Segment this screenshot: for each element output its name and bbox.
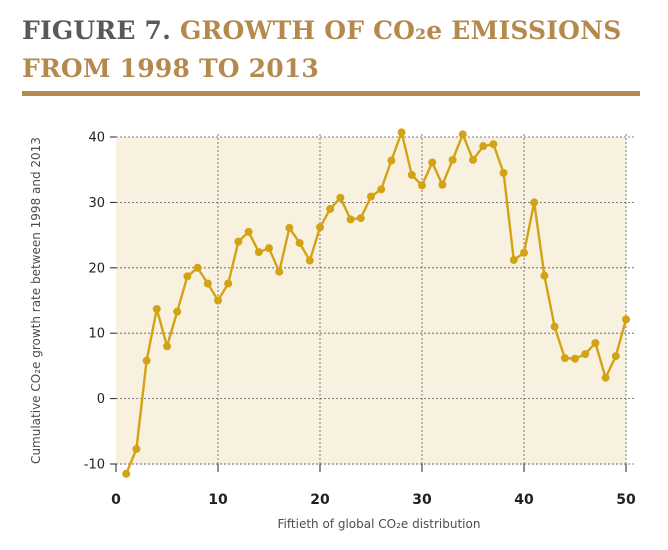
data-point	[530, 198, 539, 207]
data-point	[367, 192, 375, 201]
x-tick-label: 10	[208, 492, 228, 508]
x-tick-label: 50	[616, 492, 636, 508]
y-axis-title: Cumulative CO₂e growth rate between 1998…	[29, 137, 43, 464]
data-point	[571, 354, 579, 363]
data-point	[244, 227, 253, 236]
data-point	[509, 255, 518, 264]
data-point	[489, 140, 498, 149]
data-point	[448, 155, 457, 164]
data-point	[428, 158, 437, 167]
data-point	[601, 373, 610, 382]
data-point	[254, 248, 263, 257]
data-point	[397, 128, 406, 137]
data-point	[336, 193, 345, 202]
data-point	[316, 223, 324, 232]
data-point	[295, 238, 304, 247]
data-point	[305, 256, 314, 265]
data-point	[591, 339, 600, 348]
data-point	[224, 279, 233, 288]
x-tick-label: 0	[111, 492, 121, 508]
x-axis-title: Fiftieth of global CO₂e distribution	[278, 517, 481, 531]
y-tick-label: 20	[88, 261, 105, 276]
data-point	[265, 244, 273, 253]
data-point	[326, 204, 335, 213]
data-point	[203, 279, 212, 288]
data-point	[499, 168, 508, 177]
x-tick-label: 40	[514, 492, 534, 508]
data-point	[622, 315, 630, 324]
data-point	[346, 215, 355, 224]
data-point	[469, 155, 477, 164]
data-points	[122, 128, 630, 478]
data-point	[377, 185, 386, 194]
data-point	[550, 322, 559, 331]
data-point	[387, 156, 396, 165]
x-tick-label: 20	[310, 492, 330, 508]
data-point	[479, 142, 488, 151]
data-point	[285, 223, 294, 232]
figure-title-text: GROWTH OF CO₂e EMISSIONS FROM 1998 TO 20…	[22, 16, 622, 83]
data-point	[560, 354, 569, 363]
y-tick-label: 30	[88, 196, 105, 211]
data-point	[152, 305, 161, 314]
data-point	[275, 267, 284, 276]
axis-ticks: -10 0 10 20 30 40 0 10 20 30 40 50	[84, 131, 636, 509]
y-tick-label: 40	[88, 131, 105, 146]
data-point	[458, 130, 467, 139]
figure-title: FIGURE 7. GROWTH OF CO₂e EMISSIONS FROM …	[22, 12, 652, 88]
data-point	[520, 248, 528, 257]
data-point	[173, 307, 182, 316]
data-point	[611, 352, 620, 361]
y-tick-label: 0	[97, 392, 105, 407]
data-point	[356, 214, 365, 223]
data-point	[193, 263, 202, 272]
title-underline	[22, 91, 640, 96]
figure-number: FIGURE 7.	[22, 16, 172, 45]
data-point	[132, 444, 141, 453]
data-point	[540, 271, 549, 280]
plot-area	[116, 137, 626, 464]
data-point	[418, 181, 426, 190]
data-point	[407, 170, 416, 179]
data-point	[163, 342, 171, 351]
x-tick-label: 30	[412, 492, 432, 508]
data-point	[234, 237, 243, 246]
y-tick-label: 10	[88, 327, 105, 342]
data-point	[142, 356, 151, 365]
y-tick-label: -10	[84, 458, 105, 473]
data-point	[438, 180, 447, 189]
data-point	[214, 296, 222, 305]
data-point	[183, 272, 192, 281]
data-point	[122, 469, 131, 478]
data-point	[581, 350, 590, 359]
